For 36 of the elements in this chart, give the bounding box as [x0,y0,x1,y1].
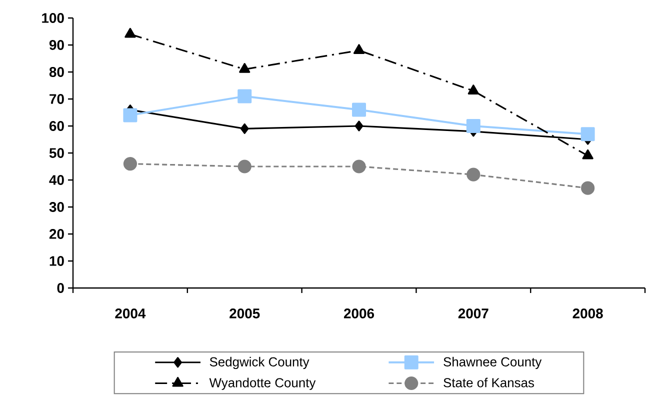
x-tick-label: 2004 [115,308,146,318]
y-tick-label: 60 [49,121,64,131]
point [123,157,138,171]
point [238,160,252,174]
point [466,168,480,182]
x-tick-label: 2006 [344,308,374,318]
legend-label: Wyandotte County [209,378,316,390]
point [581,181,595,195]
y-tick-label: 80 [49,67,64,77]
y-tick-label: 40 [49,175,64,185]
point [468,84,479,94]
x-tick-label: 2007 [458,308,488,318]
point [239,62,250,73]
y-tick-label: 30 [49,202,64,212]
point [352,160,366,174]
point [123,108,138,122]
y-tick-label: 0 [57,283,64,293]
point [352,102,366,117]
x-tick-label: 2005 [230,308,260,318]
y-tick-label: 10 [50,256,64,266]
y-tick-label: 90 [49,40,64,50]
y-tick-label: 20 [49,229,64,239]
y-tick-label: 50 [49,148,64,158]
legend-label: Sedgwick County [210,356,310,370]
legend-label: State of Kansas [444,378,534,388]
legend-label: Shawnee County [444,356,542,370]
point [354,120,364,132]
point [580,127,595,142]
point [238,89,252,104]
point [124,28,136,38]
point [240,123,249,134]
y-tick-label: 70 [50,94,64,104]
y-tick-label: 100 [42,13,64,23]
point [466,119,480,133]
x-tick-label: 2008 [572,308,603,318]
point [353,44,365,54]
